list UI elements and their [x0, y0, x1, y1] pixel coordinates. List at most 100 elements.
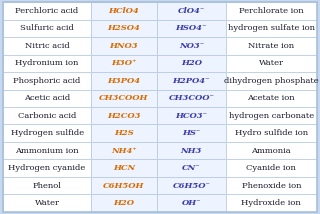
- Text: H3PO4: H3PO4: [108, 77, 140, 85]
- Bar: [3, 177, 91, 194]
- Bar: [91, 194, 157, 212]
- Bar: [91, 142, 157, 159]
- Bar: [157, 20, 226, 37]
- Bar: [157, 177, 226, 194]
- Bar: [91, 194, 157, 212]
- Bar: [226, 89, 317, 107]
- Bar: [157, 194, 226, 212]
- Bar: [226, 125, 317, 142]
- Text: NO3⁻: NO3⁻: [179, 42, 204, 50]
- Bar: [226, 20, 317, 37]
- Bar: [91, 72, 157, 89]
- Text: Water: Water: [35, 199, 60, 207]
- Text: Perchlorate ion: Perchlorate ion: [239, 7, 304, 15]
- Text: CH3COOH: CH3COOH: [99, 94, 148, 102]
- Bar: [3, 142, 91, 159]
- Text: Acetic acid: Acetic acid: [24, 94, 70, 102]
- Bar: [226, 142, 317, 159]
- Bar: [3, 89, 91, 107]
- Text: Hydroxide ion: Hydroxide ion: [242, 199, 301, 207]
- Bar: [91, 2, 157, 20]
- Text: HClO4: HClO4: [108, 7, 139, 15]
- Text: CN⁻: CN⁻: [182, 164, 201, 172]
- Bar: [226, 194, 317, 212]
- Bar: [3, 142, 91, 159]
- Bar: [226, 177, 317, 194]
- Bar: [91, 20, 157, 37]
- Bar: [226, 72, 317, 89]
- Bar: [91, 142, 157, 159]
- Bar: [3, 159, 91, 177]
- Text: Phosphoric acid: Phosphoric acid: [13, 77, 81, 85]
- Text: H2CO3: H2CO3: [107, 112, 141, 120]
- Bar: [91, 107, 157, 125]
- Text: CH3COO⁻: CH3COO⁻: [168, 94, 214, 102]
- Bar: [3, 177, 91, 194]
- Bar: [226, 107, 317, 125]
- Bar: [3, 37, 91, 55]
- Text: Water: Water: [259, 59, 284, 67]
- Bar: [157, 55, 226, 72]
- Bar: [91, 89, 157, 107]
- Bar: [91, 2, 157, 20]
- Text: Ammonia: Ammonia: [252, 147, 291, 155]
- Bar: [3, 107, 91, 125]
- Text: H2O: H2O: [113, 199, 134, 207]
- Text: Acetate ion: Acetate ion: [247, 94, 295, 102]
- Bar: [157, 159, 226, 177]
- Bar: [3, 125, 91, 142]
- Bar: [157, 72, 226, 89]
- Text: H2O: H2O: [181, 59, 202, 67]
- Bar: [157, 2, 226, 20]
- Text: HCO3⁻: HCO3⁻: [175, 112, 207, 120]
- Bar: [3, 89, 91, 107]
- Text: HNO3: HNO3: [110, 42, 138, 50]
- Bar: [157, 55, 226, 72]
- Bar: [157, 20, 226, 37]
- Bar: [157, 89, 226, 107]
- Bar: [91, 72, 157, 89]
- Bar: [3, 55, 91, 72]
- Bar: [91, 107, 157, 125]
- Bar: [3, 107, 91, 125]
- Bar: [226, 159, 317, 177]
- Bar: [226, 2, 317, 20]
- Bar: [3, 20, 91, 37]
- Bar: [3, 72, 91, 89]
- Bar: [91, 55, 157, 72]
- Bar: [226, 55, 317, 72]
- Bar: [3, 72, 91, 89]
- Text: HCN: HCN: [113, 164, 135, 172]
- Bar: [157, 37, 226, 55]
- Bar: [91, 125, 157, 142]
- Bar: [91, 177, 157, 194]
- Bar: [226, 177, 317, 194]
- Text: Carbonic acid: Carbonic acid: [18, 112, 76, 120]
- Bar: [157, 125, 226, 142]
- Text: Hydronium ion: Hydronium ion: [15, 59, 79, 67]
- Bar: [226, 142, 317, 159]
- Bar: [3, 20, 91, 37]
- Text: H2S: H2S: [114, 129, 134, 137]
- Text: HSO4⁻: HSO4⁻: [176, 24, 207, 32]
- Text: hydrogen sulfate ion: hydrogen sulfate ion: [228, 24, 315, 32]
- Bar: [91, 37, 157, 55]
- Bar: [157, 159, 226, 177]
- Bar: [226, 159, 317, 177]
- Text: C6H5O⁻: C6H5O⁻: [172, 182, 210, 190]
- Bar: [157, 194, 226, 212]
- Bar: [226, 125, 317, 142]
- Bar: [91, 125, 157, 142]
- Bar: [91, 177, 157, 194]
- Text: Phenol: Phenol: [33, 182, 62, 190]
- Bar: [226, 107, 317, 125]
- Text: H3O⁺: H3O⁺: [111, 59, 137, 67]
- Bar: [157, 107, 226, 125]
- Text: OH⁻: OH⁻: [182, 199, 201, 207]
- Bar: [3, 2, 91, 20]
- Text: Hydrogen cyanide: Hydrogen cyanide: [8, 164, 86, 172]
- Text: NH3: NH3: [181, 147, 202, 155]
- Bar: [157, 177, 226, 194]
- Bar: [91, 20, 157, 37]
- Bar: [157, 37, 226, 55]
